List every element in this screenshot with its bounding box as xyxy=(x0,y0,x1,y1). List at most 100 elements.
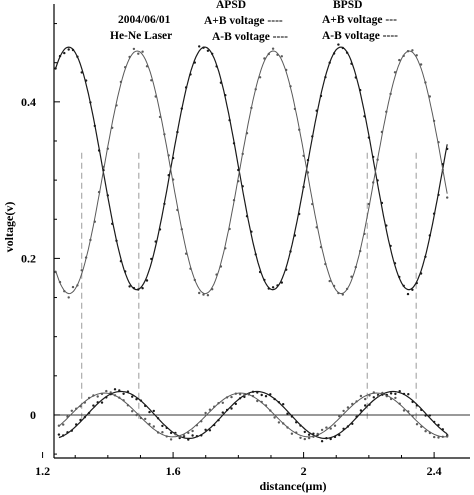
data-point xyxy=(446,435,449,438)
annotation-apsd-sum: A+B voltage ---- xyxy=(204,15,283,27)
annotation-apsd-title: APSD xyxy=(216,0,246,11)
data-point xyxy=(225,396,229,399)
x-tick-label: 1.6 xyxy=(166,464,181,478)
data-point xyxy=(286,426,289,429)
data-point xyxy=(432,119,436,123)
data-point xyxy=(446,196,449,199)
data-point xyxy=(282,403,285,406)
data-point xyxy=(232,142,236,145)
data-point xyxy=(411,400,414,404)
data-point xyxy=(258,76,262,79)
data-point xyxy=(342,427,345,430)
data-point xyxy=(158,228,162,231)
data-point xyxy=(250,106,253,110)
data-point xyxy=(428,95,431,98)
data-point xyxy=(189,267,192,270)
data-point xyxy=(424,255,427,258)
data-point xyxy=(150,79,153,82)
data-point xyxy=(195,424,199,427)
data-point xyxy=(106,147,110,150)
data-point xyxy=(70,409,74,412)
data-point xyxy=(131,395,134,398)
data-point xyxy=(345,287,349,291)
data-point xyxy=(148,422,151,426)
data-point xyxy=(280,281,283,284)
data-point xyxy=(250,230,253,233)
data-point xyxy=(419,272,423,275)
data-point xyxy=(124,270,127,273)
data-point xyxy=(329,437,332,441)
data-point xyxy=(228,119,231,122)
data-point xyxy=(228,227,231,231)
data-point xyxy=(102,165,105,169)
data-point xyxy=(89,101,92,104)
data-point xyxy=(241,152,244,156)
data-point xyxy=(276,53,279,56)
data-point xyxy=(128,285,131,288)
data-point xyxy=(385,110,388,114)
data-point xyxy=(145,279,149,282)
data-point xyxy=(341,46,344,50)
data-point xyxy=(79,418,82,422)
data-point xyxy=(411,49,414,52)
data-point xyxy=(372,155,375,159)
data-point xyxy=(282,422,285,425)
data-point xyxy=(337,43,340,46)
data-point xyxy=(359,394,363,398)
data-point xyxy=(93,220,97,223)
data-point xyxy=(299,424,302,427)
data-point xyxy=(213,405,216,408)
data-point xyxy=(320,428,324,432)
data-point xyxy=(254,253,257,256)
data-point xyxy=(354,76,357,79)
data-point xyxy=(169,438,173,441)
x-tick-label: 1.2 xyxy=(35,464,50,478)
data-point xyxy=(119,260,123,263)
data-point xyxy=(58,280,62,284)
data-point xyxy=(428,234,431,237)
data-point xyxy=(295,431,298,434)
data-point xyxy=(402,409,406,412)
data-point xyxy=(224,94,227,97)
data-point xyxy=(415,54,418,57)
data-point xyxy=(273,397,276,401)
data-point xyxy=(389,244,392,248)
data-point xyxy=(256,391,259,394)
data-point xyxy=(406,50,410,53)
data-point xyxy=(193,278,196,282)
data-point xyxy=(109,393,112,396)
data-point xyxy=(167,174,170,177)
data-point xyxy=(415,423,419,426)
data-point xyxy=(154,95,157,98)
data-point xyxy=(221,411,224,414)
data-point xyxy=(251,390,255,393)
data-point xyxy=(342,409,345,413)
data-point xyxy=(230,395,233,399)
data-point xyxy=(178,435,181,438)
y-tick-label: 0.2 xyxy=(21,251,36,265)
tick-labels: 1.2 1.6 2 2.4 0 0.2 0.4 xyxy=(21,95,442,478)
data-point xyxy=(150,257,153,261)
data-point xyxy=(84,79,88,82)
data-point xyxy=(394,396,397,400)
data-point xyxy=(359,249,362,253)
data-point xyxy=(156,431,160,434)
data-point xyxy=(154,240,157,243)
data-point xyxy=(359,409,363,412)
data-point xyxy=(75,423,78,426)
data-point xyxy=(437,193,440,197)
data-point xyxy=(437,423,440,427)
data-point xyxy=(132,47,136,51)
data-point xyxy=(118,389,121,392)
data-point xyxy=(267,52,270,56)
data-point xyxy=(271,47,275,50)
data-point xyxy=(106,194,110,197)
data-point xyxy=(224,247,227,250)
data-point xyxy=(372,391,375,394)
data-point xyxy=(97,190,101,194)
data-point xyxy=(441,163,444,166)
data-point xyxy=(247,393,250,396)
series-line xyxy=(55,46,448,291)
data-point xyxy=(328,61,331,64)
data-point xyxy=(113,388,117,391)
